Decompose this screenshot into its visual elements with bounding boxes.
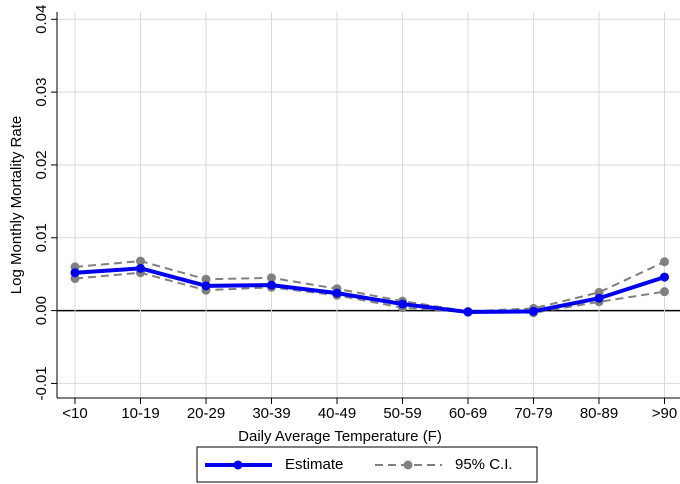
x-tick-label: 20-29 <box>187 405 225 422</box>
legend-marker <box>403 460 413 470</box>
data-point <box>136 263 145 273</box>
series-line <box>74 271 665 314</box>
x-tick-label: 70-79 <box>514 405 552 422</box>
x-tick-label: 80-89 <box>580 405 618 422</box>
series-line <box>74 266 666 315</box>
legend: Estimate 95% C.I. <box>196 446 538 483</box>
y-tick-label: -0.01 <box>33 366 50 400</box>
data-point <box>463 307 473 317</box>
x-tick-label: 10-19 <box>121 405 159 422</box>
data-point <box>136 256 145 266</box>
x-tick-label: 60-69 <box>449 405 487 422</box>
x-tick-label: <10 <box>62 405 87 422</box>
data-point <box>332 288 342 298</box>
legend-marker <box>233 460 243 470</box>
y-tick-label: 0.02 <box>33 150 50 179</box>
y-tick-label: 0.00 <box>33 296 50 325</box>
data-point <box>660 257 669 267</box>
data-point <box>398 299 407 309</box>
y-axis-label: Log Monthly Mortality Rate <box>8 116 25 294</box>
data-point <box>594 293 604 303</box>
x-axis-label: Daily Average Temperature (F) <box>238 428 442 445</box>
y-tick-label: 0.03 <box>33 78 50 107</box>
series-line <box>74 260 665 313</box>
y-tick-label: 0.04 <box>33 5 50 34</box>
x-tick-label: 50-59 <box>383 405 421 422</box>
data-point <box>201 274 211 284</box>
legend-label: Estimate <box>285 456 343 473</box>
data-point <box>267 280 276 290</box>
x-tick-label: 40-49 <box>318 405 356 422</box>
x-tick-label: >90 <box>652 405 677 422</box>
legend-label: 95% C.I. <box>455 456 513 473</box>
data-point <box>660 272 669 282</box>
data-point <box>529 306 538 316</box>
x-tick-label: 30-39 <box>252 405 290 422</box>
data-point <box>201 281 211 291</box>
data-point <box>267 273 276 283</box>
data-point <box>660 287 669 297</box>
y-tick-label: 0.01 <box>33 223 50 252</box>
data-point <box>70 268 80 278</box>
